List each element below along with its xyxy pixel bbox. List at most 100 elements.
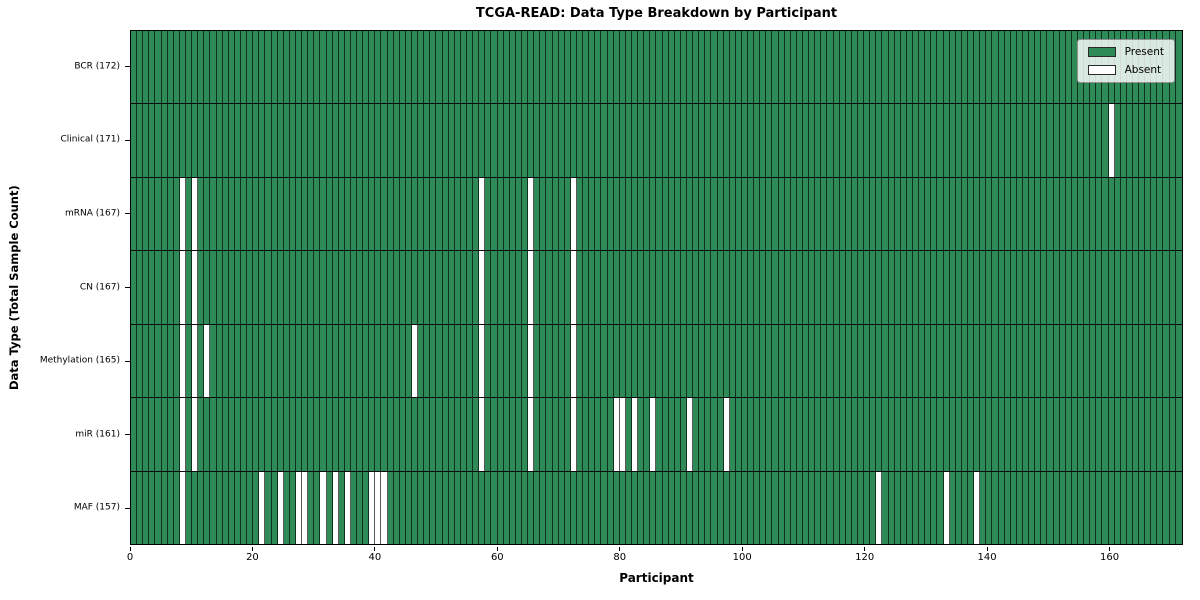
- heatmap-cell: [656, 104, 663, 177]
- heatmap-cell: [393, 104, 400, 177]
- heatmap-cell: [943, 31, 950, 104]
- heatmap-cell-absent: [876, 471, 883, 544]
- heatmap-cell: [925, 398, 932, 471]
- heatmap-cell: [1022, 177, 1030, 251]
- heatmap-cell: [540, 31, 547, 104]
- heatmap-cell: [131, 251, 138, 324]
- heatmap-cell: [900, 104, 907, 177]
- heatmap-cell-absent: [528, 177, 535, 251]
- heatmap-cell: [515, 104, 522, 177]
- heatmap-cell: [509, 251, 516, 324]
- heatmap-cell: [583, 177, 590, 251]
- heatmap-cell: [1126, 104, 1133, 177]
- heatmap-cell: [980, 31, 987, 104]
- heatmap-cell: [265, 324, 272, 398]
- heatmap-cell: [295, 177, 303, 251]
- heatmap-cell: [1016, 251, 1023, 324]
- heatmap-cell: [155, 31, 162, 104]
- heatmap-cell: [595, 471, 602, 544]
- heatmap-cell: [1029, 177, 1036, 251]
- heatmap-cell: [509, 104, 516, 177]
- heatmap-cell: [931, 471, 938, 544]
- heatmap-cell: [1022, 31, 1030, 104]
- heatmap-cell: [631, 177, 639, 251]
- heatmap-cell: [204, 104, 211, 177]
- heatmap-cell: [607, 31, 614, 104]
- heatmap-cell: [234, 471, 241, 544]
- heatmap-cell: [491, 177, 498, 251]
- heatmap-cell: [192, 31, 199, 104]
- heatmap-cell: [448, 31, 455, 104]
- heatmap-cell: [607, 177, 614, 251]
- heatmap-cell: [992, 471, 999, 544]
- heatmap-cell: [1102, 251, 1109, 324]
- heatmap-cell: [1145, 324, 1152, 398]
- heatmap-cell: [552, 471, 559, 544]
- heatmap-cell: [619, 177, 626, 251]
- heatmap-cell: [436, 471, 443, 544]
- heatmap-cell: [283, 251, 290, 324]
- heatmap-cell: [485, 471, 492, 544]
- heatmap-cell: [436, 251, 443, 324]
- heatmap-cell: [430, 177, 437, 251]
- heatmap-cell: [809, 471, 816, 544]
- heatmap-cell: [845, 104, 852, 177]
- heatmap-cell: [185, 177, 193, 251]
- heatmap-cell: [167, 471, 174, 544]
- heatmap-cell: [955, 471, 962, 544]
- heatmap-cell: [992, 177, 999, 251]
- heatmap-cell: [387, 251, 394, 324]
- heatmap-cell: [705, 324, 712, 398]
- heatmap-cell: [137, 251, 144, 324]
- heatmap-cell: [503, 471, 510, 544]
- heatmap-cell: [1053, 104, 1060, 177]
- heatmap-cell: [442, 398, 449, 471]
- heatmap-cell: [631, 251, 639, 324]
- heatmap-cell: [790, 398, 797, 471]
- heatmap-cell: [796, 31, 804, 104]
- heatmap-cell: [778, 398, 785, 471]
- heatmap-cell: [1151, 104, 1158, 177]
- heatmap-cell: [509, 324, 516, 398]
- heatmap-cell: [381, 251, 388, 324]
- heatmap-cell: [1132, 251, 1140, 324]
- heatmap-cell: [161, 31, 168, 104]
- heatmap-cell: [204, 31, 211, 104]
- heatmap-cell: [699, 324, 706, 398]
- heatmap-cell: [283, 104, 290, 177]
- heatmap-cell: [778, 31, 785, 104]
- heatmap-cell: [491, 471, 498, 544]
- heatmap-cell: [405, 177, 413, 251]
- y-tick: [125, 360, 130, 362]
- heatmap-cell: [247, 31, 254, 104]
- heatmap-cell: [748, 398, 755, 471]
- heatmap-cell: [650, 177, 657, 251]
- heatmap-cell: [876, 398, 883, 471]
- heatmap-cell: [1035, 324, 1042, 398]
- heatmap-cell: [460, 177, 468, 251]
- heatmap-cell: [412, 31, 419, 104]
- heatmap-cell: [1071, 471, 1078, 544]
- heatmap-cell: [925, 31, 932, 104]
- heatmap-cell: [1157, 398, 1164, 471]
- heatmap-cell: [943, 177, 950, 251]
- heatmap-cell: [259, 31, 266, 104]
- heatmap-cell: [1016, 471, 1023, 544]
- heatmap-cell-absent: [381, 471, 388, 544]
- heatmap-cell: [754, 104, 761, 177]
- heatmap-cell: [399, 177, 406, 251]
- heatmap-cell: [1077, 177, 1085, 251]
- heatmap-cell: [1041, 471, 1048, 544]
- heatmap-cell: [1108, 251, 1115, 324]
- heatmap-cell: [1145, 251, 1152, 324]
- heatmap-cell: [980, 398, 987, 471]
- heatmap-cell: [1096, 471, 1103, 544]
- heatmap-cell: [949, 471, 956, 544]
- heatmap-cell: [1041, 104, 1048, 177]
- heatmap-cell: [198, 398, 205, 471]
- heatmap-cell: [430, 324, 437, 398]
- heatmap-cell: [809, 398, 816, 471]
- x-tick-label: 140: [977, 552, 997, 563]
- heatmap-cell: [900, 31, 907, 104]
- heatmap-cell: [601, 398, 608, 471]
